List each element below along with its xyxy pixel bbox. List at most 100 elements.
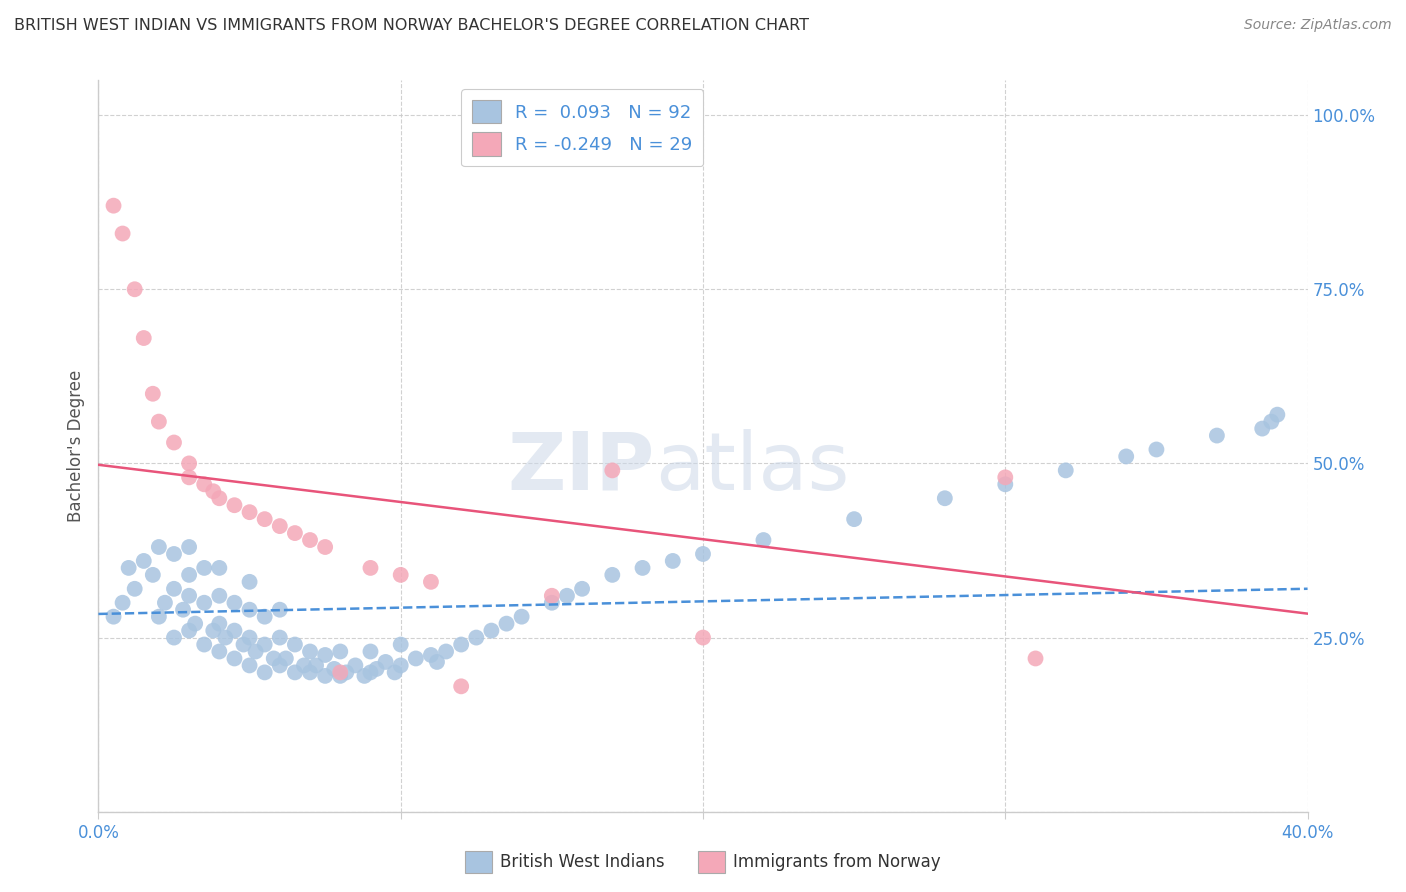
Point [103,609,125,624]
Legend: R =  0.093   N = 92, R = -0.249   N = 29: R = 0.093 N = 92, R = -0.249 N = 29 [461,89,703,167]
Point [245,644,267,658]
Point [224,596,246,610]
Point [465,631,488,645]
Point [305,658,328,673]
Point [224,624,246,638]
Point [179,470,201,484]
Point [314,669,336,683]
Point [239,658,262,673]
Point [163,547,186,561]
Point [184,616,207,631]
Point [1024,651,1046,665]
Legend: British West Indians, Immigrants from Norway: British West Indians, Immigrants from No… [458,845,948,880]
Point [253,638,276,652]
Point [124,282,146,296]
Point [148,540,170,554]
Point [934,491,956,506]
Point [193,477,215,491]
Point [208,644,231,658]
Point [335,665,357,680]
Point [540,596,562,610]
Point [208,491,231,506]
Text: BRITISH WEST INDIAN VS IMMIGRANTS FROM NORWAY BACHELOR'S DEGREE CORRELATION CHAR: BRITISH WEST INDIAN VS IMMIGRANTS FROM N… [14,18,808,33]
Point [179,624,201,638]
Point [389,658,412,673]
Point [571,582,593,596]
Point [450,679,472,693]
Point [118,561,141,575]
Point [269,519,291,533]
Point [148,415,170,429]
Point [111,227,134,241]
Point [631,561,654,575]
Text: atlas: atlas [655,429,849,507]
Point [994,470,1017,484]
Point [232,638,254,652]
Point [1251,421,1274,435]
Point [1054,463,1077,477]
Point [389,638,412,652]
Text: Source: ZipAtlas.com: Source: ZipAtlas.com [1244,18,1392,32]
Point [224,498,246,512]
Point [132,331,155,345]
Y-axis label: Bachelor's Degree: Bachelor's Degree [66,370,84,522]
Point [153,596,176,610]
Point [253,512,276,526]
Point [269,631,291,645]
Point [384,665,406,680]
Point [366,662,388,676]
Point [179,540,201,554]
Point [208,561,231,575]
Point [323,662,346,676]
Point [510,609,533,624]
Point [389,567,412,582]
Point [374,655,396,669]
Point [163,435,186,450]
Point [692,631,714,645]
Point [224,651,246,665]
Point [132,554,155,568]
Point [661,554,683,568]
Point [329,644,352,658]
Point [214,631,236,645]
Point [208,589,231,603]
Point [284,638,307,652]
Point [420,574,443,589]
Point [329,669,352,683]
Point [692,547,714,561]
Point [193,638,215,652]
Point [426,655,449,669]
Point [179,589,201,603]
Point [420,648,443,662]
Point [179,567,201,582]
Point [602,463,624,477]
Point [299,644,322,658]
Point [253,609,276,624]
Point [163,582,186,596]
Point [111,596,134,610]
Point [208,616,231,631]
Point [314,540,336,554]
Point [844,512,866,526]
Point [292,658,315,673]
Point [299,533,322,547]
Point [142,567,165,582]
Point [1115,450,1137,464]
Point [495,616,517,631]
Point [193,596,215,610]
Point [124,582,146,596]
Point [434,644,457,658]
Text: ZIP: ZIP [508,429,655,507]
Point [481,624,503,638]
Point [269,603,291,617]
Point [103,199,125,213]
Point [179,457,201,471]
Point [540,589,562,603]
Point [994,477,1017,491]
Point [269,658,291,673]
Point [314,648,336,662]
Point [555,589,578,603]
Point [239,631,262,645]
Point [239,505,262,519]
Point [202,484,225,499]
